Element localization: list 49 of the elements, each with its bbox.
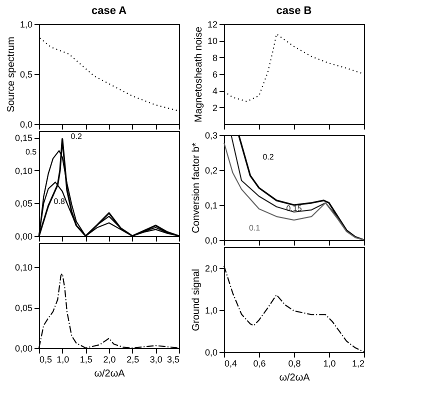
- series-label: 0.2: [262, 152, 274, 162]
- y-tick-label: 4: [212, 86, 218, 96]
- y-tick-label: 0,1: [204, 200, 218, 210]
- series-label: 0.2: [70, 132, 82, 141]
- x-axis-title: ω/2ωA: [94, 368, 126, 380]
- y-tick-label: 2: [212, 102, 218, 113]
- y-tick-label: 2,0: [204, 264, 218, 274]
- x-tick-label: 1,2: [352, 358, 364, 368]
- y-tick-label: 0,0: [20, 120, 32, 130]
- series-label: 0.1: [248, 224, 261, 233]
- series-label: 0.15: [286, 204, 302, 213]
- series-label: 0.8: [54, 197, 66, 206]
- y-tick-label: 0,00: [14, 344, 32, 354]
- x-tick-label: 0,6: [253, 358, 266, 368]
- y-tick-label: 8: [212, 52, 218, 63]
- y-axis-title: Ground signal: [190, 268, 202, 332]
- y-tick-label: 0,05: [14, 303, 32, 314]
- y-tick-label: 0,2: [204, 166, 218, 176]
- y-tick-label: 1,0: [204, 306, 218, 316]
- x-tick-label: 2,0: [103, 354, 116, 364]
- x-tick-label: 1,0: [56, 354, 70, 364]
- y-tick-label: 12: [207, 20, 218, 30]
- x-tick-label: 2,5: [126, 354, 140, 364]
- y-tick-label: 10: [207, 36, 218, 46]
- y-axis-title: Source spectrum: [6, 36, 17, 112]
- y-tick-label: 0,0: [204, 236, 218, 246]
- y-tick-label: 0,05: [14, 198, 32, 209]
- x-tick-label: 0,4: [224, 358, 238, 368]
- y-tick-label: 0,5: [20, 70, 32, 80]
- y-tick-label: 0,10: [14, 166, 32, 176]
- y-tick-label: 0,15: [14, 133, 32, 144]
- x-tick-label: 3,5: [166, 354, 180, 364]
- x-tick-label: 3,0: [150, 354, 162, 364]
- y-axis-title: Conversion factor b*: [190, 142, 202, 234]
- y-tick-label: 0,0: [204, 348, 218, 358]
- x-tick-label: 0,5: [40, 354, 52, 364]
- y-tick-label: 0,10: [14, 262, 32, 273]
- x-tick-label: 0,8: [288, 358, 301, 368]
- text: 0.5: [25, 148, 38, 157]
- x-tick-label: 1,0: [323, 358, 336, 368]
- chart-title: case B: [276, 5, 312, 17]
- y-axis-title: Magnetosheath noise: [193, 26, 204, 122]
- x-tick-label: 1,5: [80, 354, 92, 364]
- y-tick-label: 0,00: [14, 232, 32, 242]
- y-tick-label: 6: [212, 70, 218, 80]
- chart-title: case A: [91, 5, 127, 17]
- y-tick-label: 0,3: [204, 130, 218, 140]
- x-axis-title: ω/2ωA: [279, 372, 310, 384]
- y-tick-label: 1,0: [20, 20, 32, 30]
